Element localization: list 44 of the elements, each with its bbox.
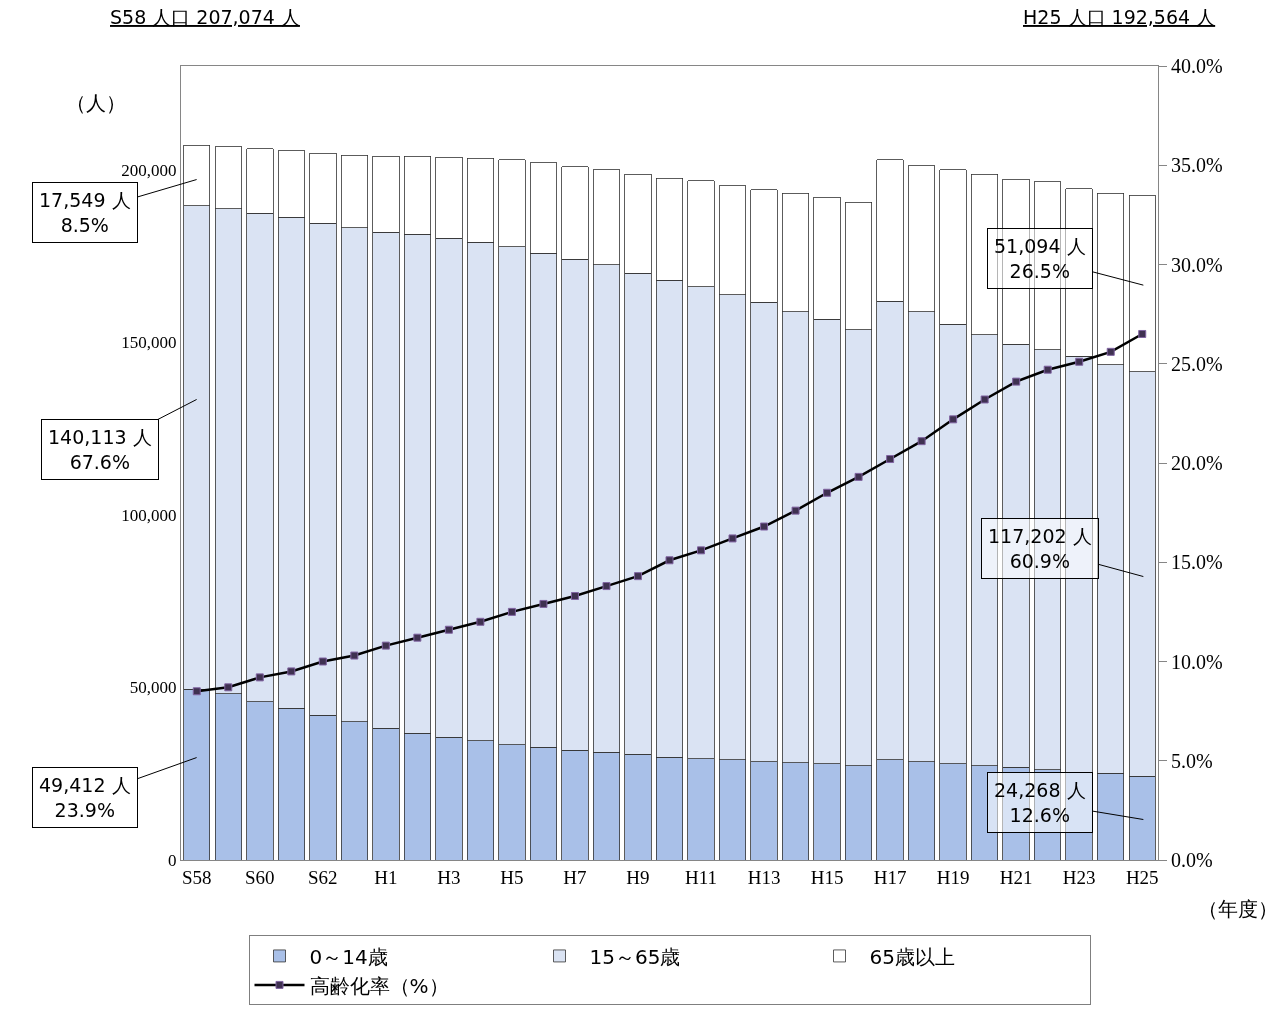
y2-tick-label: 40.0% bbox=[1171, 55, 1223, 77]
y-tick-label: 50,000 bbox=[129, 678, 177, 698]
y2-tick-label: 30.0% bbox=[1171, 253, 1223, 276]
legend-label: 15～65歳 bbox=[589, 944, 681, 969]
x-tick-label: S62 bbox=[308, 866, 338, 888]
y2-tick-label: 25.0% bbox=[1171, 352, 1223, 375]
x-tick-label: H11 bbox=[685, 866, 718, 888]
x-axis-title: （年度） bbox=[1198, 898, 1278, 920]
x-tick-label: H15 bbox=[810, 866, 844, 888]
y-tick-label: 150,000 bbox=[121, 333, 177, 353]
legend-label: 65歳以上 bbox=[869, 944, 955, 969]
annotation: 24,268 人 12.6% bbox=[994, 779, 1086, 826]
x-tick-label: H25 bbox=[1125, 866, 1159, 888]
y2-tick-label: 15.0% bbox=[1171, 551, 1223, 574]
x-tick-label: S58 bbox=[181, 866, 212, 888]
x-tick-label: H3 bbox=[437, 866, 461, 888]
y2-tick-label: 35.0% bbox=[1171, 154, 1223, 177]
x-tick-label: H9 bbox=[626, 866, 650, 888]
text: H25 人口 192,564 人 bbox=[1023, 6, 1216, 28]
text: 17,549 人 8.5% bbox=[39, 189, 131, 236]
y-axis-title: （人） bbox=[66, 92, 126, 114]
y-tick-label: 200,000 bbox=[121, 160, 177, 180]
text: 140,113 人 67.6% bbox=[48, 426, 152, 473]
y2-tick-label: 20.0% bbox=[1171, 452, 1223, 474]
y-tick-label: 100,000 bbox=[121, 505, 177, 525]
legend-label: 高齢化率（%） bbox=[309, 973, 449, 998]
x-tick-label: H13 bbox=[747, 866, 781, 888]
annotation: 117,202 人 60.9% bbox=[988, 525, 1092, 572]
y-tick-label: 0 bbox=[168, 850, 177, 870]
legend-label: 0～14歳 bbox=[309, 944, 388, 969]
x-tick-label: H21 bbox=[999, 866, 1033, 888]
x-tick-label: H1 bbox=[374, 866, 398, 888]
x-tick-label: S60 bbox=[245, 866, 275, 888]
text: S58 人口 207,074 人 bbox=[110, 6, 300, 28]
x-tick-label: H5 bbox=[500, 866, 524, 888]
x-tick-label: H17 bbox=[873, 866, 907, 888]
x-tick-label: H7 bbox=[563, 866, 587, 888]
y2-tick-label: 5.0% bbox=[1171, 749, 1213, 772]
y2-tick-label: 10.0% bbox=[1171, 650, 1223, 673]
text: 49,412 人 23.9% bbox=[39, 774, 131, 821]
x-tick-label: H23 bbox=[1062, 866, 1096, 888]
y2-tick-label: 0.0% bbox=[1171, 849, 1213, 871]
x-tick-label: H19 bbox=[936, 866, 970, 888]
annotation: 51,094 人 26.5% bbox=[994, 235, 1086, 282]
